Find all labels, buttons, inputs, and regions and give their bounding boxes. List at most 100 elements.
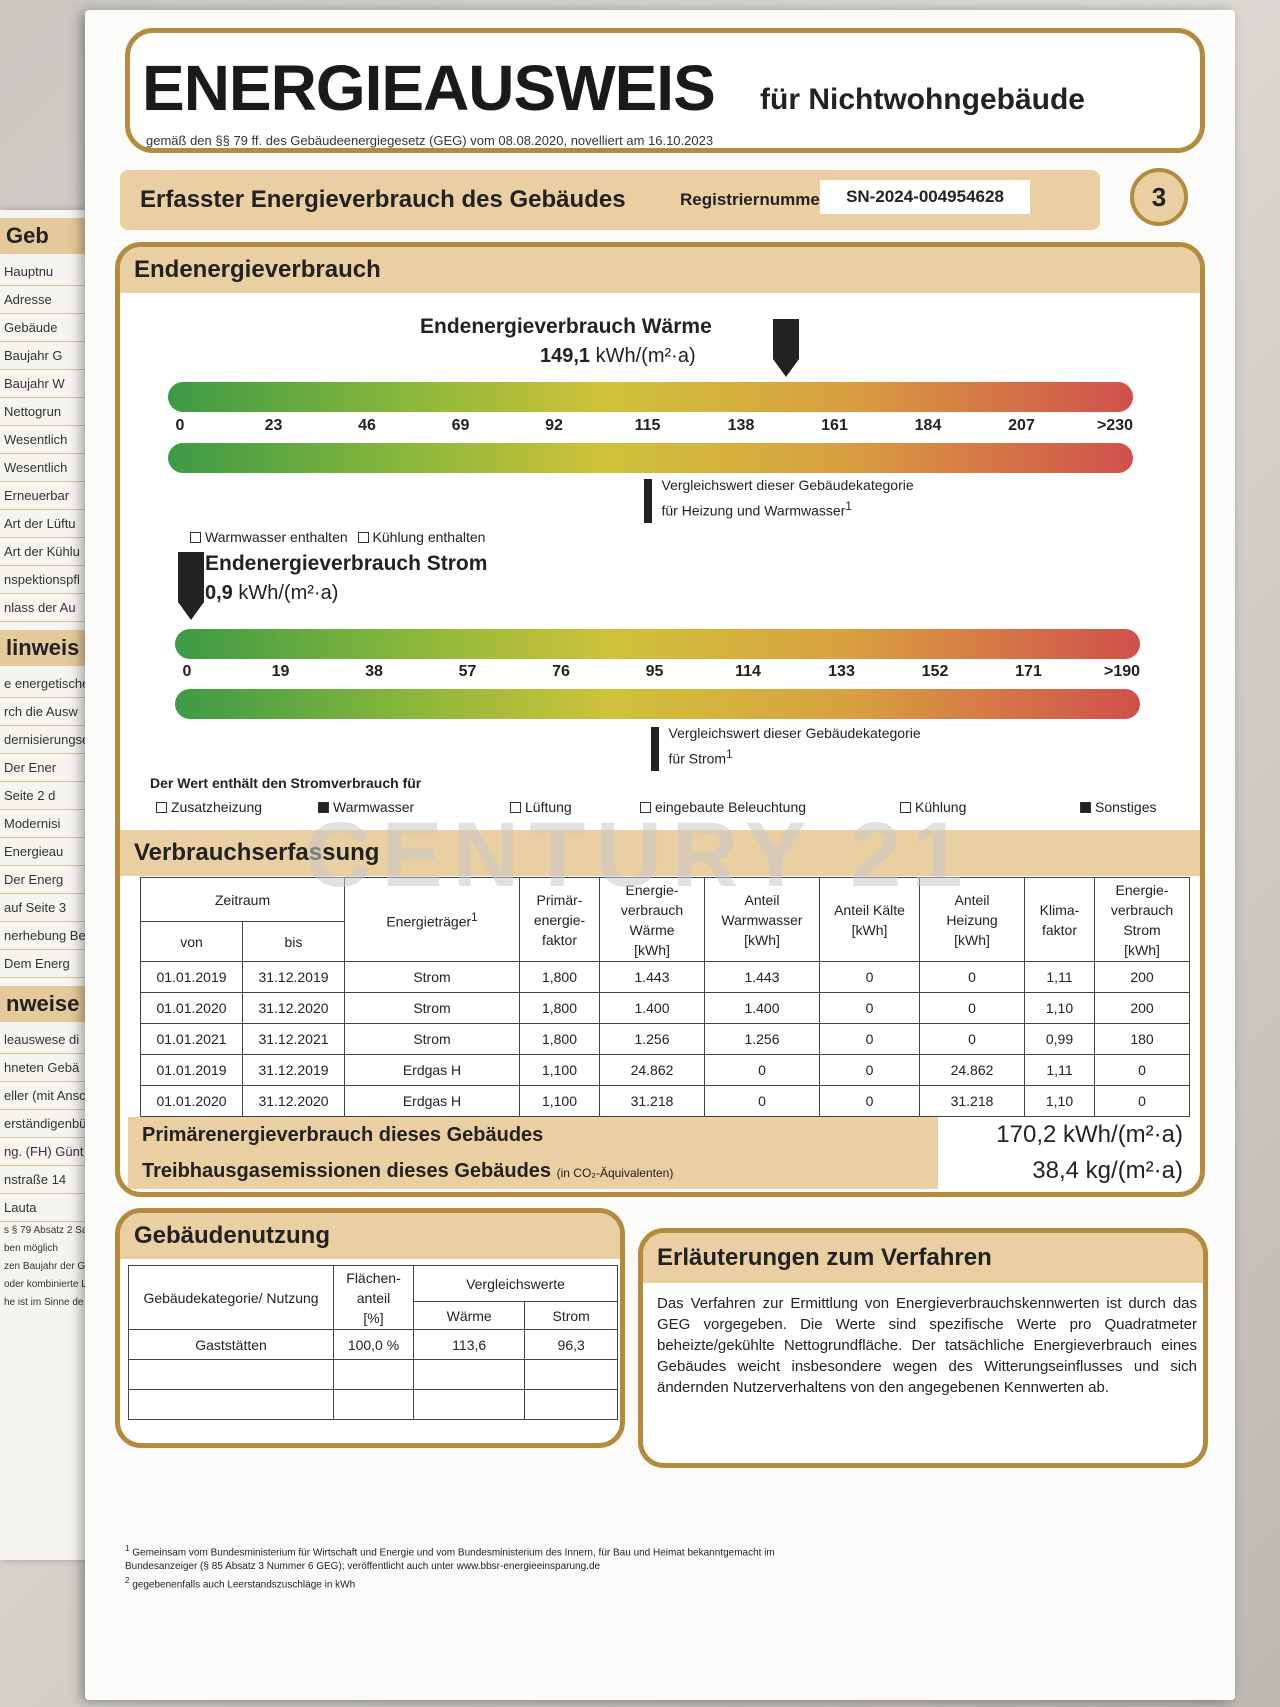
table-cell: 31.12.2020 bbox=[242, 1085, 345, 1117]
warmwasser-label: Warmwasser enthalten bbox=[205, 529, 348, 545]
table-cell: 1.256 bbox=[704, 1023, 820, 1055]
table-cell: Strom bbox=[344, 1023, 520, 1055]
power-scale-bar-bottom bbox=[175, 689, 1140, 719]
under-row: Seite 2 d bbox=[0, 782, 100, 810]
col-header-waerme: Wärme bbox=[412, 1301, 526, 1330]
strom-item-label: Lüftung bbox=[525, 799, 572, 815]
table-cell bbox=[412, 1359, 526, 1390]
under-row: s § 79 Absatz 2 Sa bbox=[4, 1225, 88, 1236]
table-row: 01.01.2019 31.12.2019 Erdgas H 1,100 24.862 0… bbox=[140, 1054, 1190, 1086]
table-cell: 31.12.2019 bbox=[242, 961, 345, 993]
under-row: rch die Ausw bbox=[0, 698, 100, 726]
thg-value: 38,4 kg/(m²·a) bbox=[938, 1153, 1193, 1189]
table-cell: Strom bbox=[344, 961, 520, 993]
power-scale-title: Endenergieverbrauch Strom bbox=[205, 552, 488, 575]
erlaeuterungen-panel: Erläuterungen zum Verfahren Das Verfahre… bbox=[638, 1228, 1208, 1468]
under-row: nstraße 14 bbox=[0, 1166, 100, 1194]
table-cell: 01.01.2019 bbox=[140, 961, 243, 993]
col-header-anteil-kaelte: Anteil Kälte [kWh] bbox=[819, 877, 920, 962]
footnote-1: Gemeinsam vom Bundesministerium für Wirt… bbox=[125, 1547, 775, 1573]
under-rows-group-2: e energetische rch die Ausw dernisierungse… bbox=[0, 670, 100, 978]
heat-scale-value: 149,1 kWh/(m²·a) bbox=[540, 345, 696, 368]
footnote-ref: 1 bbox=[726, 748, 733, 761]
heat-scale-tick: 23 bbox=[264, 417, 283, 434]
gebaeudenutzung-header: Gebäudenutzung bbox=[120, 1213, 620, 1259]
document-subtitle: für Nichtwohngebäude bbox=[760, 83, 1085, 116]
under-row: Der Energ bbox=[0, 866, 100, 894]
heat-scale-tick: 0 bbox=[175, 417, 185, 434]
thg-row: Treibhausgasemissionen dieses Gebäudes (… bbox=[128, 1153, 1193, 1189]
strom-item-checkbox[interactable] bbox=[510, 802, 521, 813]
under-rows-group-3: leauswese di hneten Gebä eller (mit Ansc er… bbox=[0, 1026, 100, 1222]
table-cell: 1,100 bbox=[519, 1085, 600, 1117]
under-row: nlass der Au bbox=[0, 594, 100, 622]
table-cell: 31.218 bbox=[599, 1085, 705, 1117]
thg-label: Treibhausgasemissionen dieses Gebäudes bbox=[142, 1160, 552, 1182]
endenergie-header: Endenergieverbrauch bbox=[120, 247, 1200, 293]
footnotes: 1 Gemeinsam vom Bundesministerium für Wi… bbox=[125, 1542, 825, 1593]
strom-item-checkbox[interactable] bbox=[318, 802, 329, 813]
strom-item-label: Kühlung bbox=[915, 799, 967, 815]
strom-item: Sonstiges bbox=[1080, 799, 1156, 815]
power-scale-tick: 133 bbox=[828, 663, 855, 680]
heat-value-unit: kWh/(m²·a) bbox=[595, 345, 696, 367]
table-cell: 0 bbox=[819, 992, 920, 1024]
under-row: Adresse bbox=[0, 286, 100, 314]
table-cell: 1.443 bbox=[599, 961, 705, 993]
table-cell: 0 bbox=[819, 1085, 920, 1117]
table-cell: 1,800 bbox=[519, 961, 600, 993]
heat-scale-tick: 115 bbox=[634, 417, 661, 434]
under-section-title: Geb bbox=[0, 218, 100, 254]
under-row: hneten Gebä bbox=[0, 1054, 100, 1082]
strom-item: Zusatzheizung bbox=[156, 799, 262, 815]
strom-item: Kühlung bbox=[900, 799, 966, 815]
under-row: zen Baujahr der G bbox=[4, 1261, 86, 1272]
strom-item-checkbox[interactable] bbox=[640, 802, 651, 813]
strom-item-checkbox[interactable] bbox=[1080, 802, 1091, 813]
table-cell: Erdgas H bbox=[344, 1085, 520, 1117]
col-header-bis: bis bbox=[242, 921, 345, 962]
watermark: CENTURY 21 bbox=[305, 804, 973, 906]
heat-value-pointer-icon bbox=[773, 319, 800, 377]
registration-label: Registriernummer: bbox=[680, 190, 833, 209]
kuehlung-checkbox[interactable] bbox=[357, 532, 369, 543]
strom-item-label: eingebaute Beleuchtung bbox=[655, 799, 807, 815]
table-cell: 01.01.2020 bbox=[140, 1085, 243, 1117]
col-header-anteil-warmwasser: Anteil Warmwasser [kWh] bbox=[704, 877, 820, 962]
table-cell: 113,6 bbox=[412, 1329, 526, 1360]
primaerenergie-label: Primärenergieverbrauch dieses Gebäudes bbox=[142, 1124, 544, 1146]
table-cell: 31.12.2019 bbox=[242, 1054, 345, 1086]
table-cell: 1,10 bbox=[1024, 992, 1095, 1024]
under-row: ben möglich bbox=[4, 1243, 58, 1254]
table-cell: 96,3 bbox=[524, 1329, 618, 1360]
table-cell: 24.862 bbox=[599, 1054, 705, 1086]
col-header-energie-strom: Energie- verbrauch Strom [kWh] bbox=[1094, 877, 1190, 962]
under-row: e energetische bbox=[0, 670, 100, 698]
stromverbrauch-title: Der Wert enthält den Stromverbrauch für bbox=[150, 775, 422, 791]
strom-item-checkbox[interactable] bbox=[156, 802, 167, 813]
title-box: ENERGIEAUSWEIS für Nichtwohngebäude gemä… bbox=[125, 28, 1205, 153]
strom-item-checkbox[interactable] bbox=[900, 802, 911, 813]
primaerenergie-value: 170,2 kWh/(m²·a) bbox=[938, 1117, 1193, 1153]
power-comparison-text: Vergleichswert dieser Gebäudekategorie f… bbox=[669, 723, 921, 770]
table-cell: 0 bbox=[704, 1054, 820, 1086]
under-row: Dem Energ bbox=[0, 950, 100, 978]
strom-item-label: Warmwasser bbox=[333, 799, 415, 815]
registration-number: SN-2024-004954628 bbox=[820, 180, 1030, 214]
table-cell bbox=[524, 1359, 618, 1390]
table-cell: 200 bbox=[1094, 961, 1190, 993]
under-row: Wesentlich bbox=[0, 454, 100, 482]
warmwasser-checkbox[interactable] bbox=[190, 532, 201, 543]
consumption-table-body: 01.01.2019 31.12.2019 Strom 1,800 1.443 1.443… bbox=[140, 961, 1190, 1148]
col-header-vergleichswerte: Vergleichswerte bbox=[413, 1265, 618, 1302]
kuehlung-label: Kühlung enthalten bbox=[372, 529, 486, 545]
under-row: eller (mit Ansc bbox=[0, 1082, 100, 1110]
heat-scale-tick: 138 bbox=[727, 417, 755, 434]
table-cell: 0 bbox=[1094, 1054, 1190, 1086]
erlaeuterungen-text: Das Verfahren zur Ermittlung von Energie… bbox=[657, 1295, 1197, 1396]
power-scale-value: 0,9 kWh/(m²·a) bbox=[205, 582, 338, 605]
power-scale-bar-top bbox=[175, 629, 1140, 659]
under-row: Lauta bbox=[0, 1194, 100, 1222]
table-row bbox=[128, 1359, 618, 1390]
